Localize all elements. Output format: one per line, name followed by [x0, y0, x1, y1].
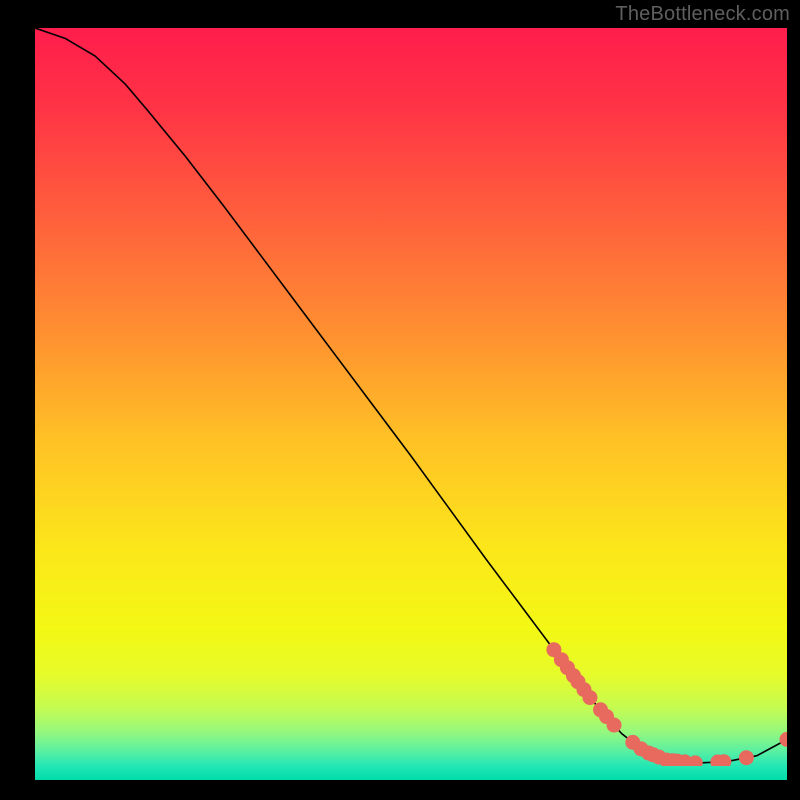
bottleneck-curve: [35, 28, 787, 763]
data-marker: [739, 750, 754, 765]
data-marker: [582, 690, 597, 705]
chart-plot-area: [35, 28, 787, 766]
watermark-text: TheBottleneck.com: [615, 3, 790, 26]
chart-overlay: [35, 28, 787, 766]
data-markers: [546, 642, 787, 766]
data-marker: [780, 732, 788, 747]
data-marker: [607, 718, 622, 733]
